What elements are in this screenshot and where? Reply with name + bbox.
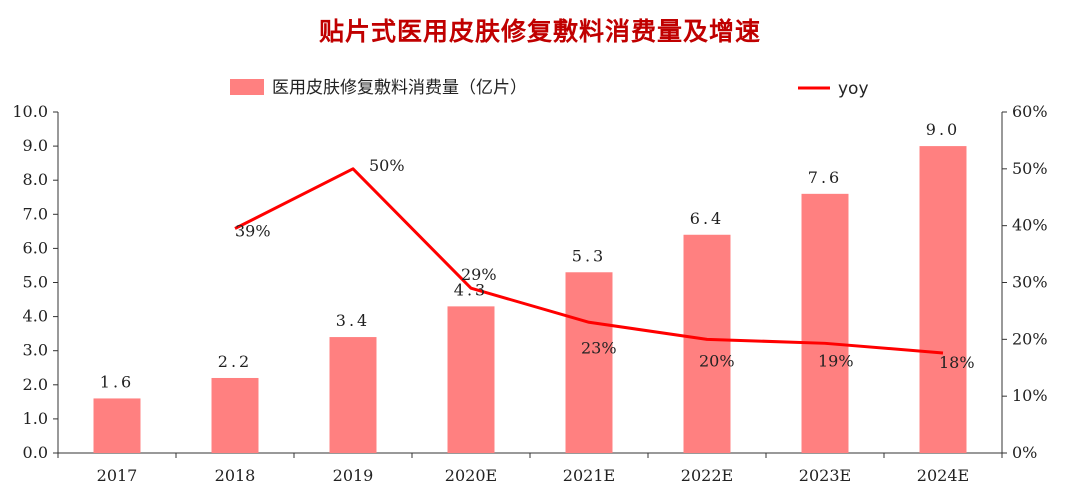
bar bbox=[919, 146, 967, 453]
y-right-tick-label: 20% bbox=[1012, 329, 1048, 348]
legend-bar-swatch bbox=[230, 79, 264, 95]
y-left-tick-label: 1.0 bbox=[23, 409, 48, 428]
x-tick-label: 2020E bbox=[445, 466, 497, 485]
chart-title: 贴片式医用皮肤修复敷料消费量及增速 bbox=[318, 17, 761, 46]
x-tick-label: 2017 bbox=[97, 466, 138, 485]
y-right-tick-label: 30% bbox=[1012, 273, 1048, 292]
y-right-tick-label: 60% bbox=[1012, 102, 1048, 121]
bar bbox=[329, 337, 377, 453]
yoy-value-label: 50% bbox=[369, 156, 405, 175]
bar-series bbox=[93, 146, 967, 453]
line-series bbox=[234, 167, 944, 355]
y-left-tick-label: 2.0 bbox=[23, 375, 48, 394]
x-tick-label: 2019 bbox=[333, 466, 374, 485]
bar bbox=[447, 306, 495, 453]
bar-value-label: 9.0 bbox=[926, 120, 960, 139]
yoy-line bbox=[234, 167, 944, 355]
bar bbox=[93, 398, 141, 453]
yoy-value-label: 23% bbox=[581, 338, 617, 357]
bar bbox=[565, 272, 613, 453]
y-right-tick-label: 40% bbox=[1012, 216, 1048, 235]
yoy-value-label: 19% bbox=[818, 351, 854, 370]
legend-bar-label: 医用皮肤修复敷料消费量（亿片） bbox=[272, 78, 527, 98]
x-tick-label: 2021E bbox=[563, 466, 615, 485]
bar bbox=[801, 193, 849, 453]
x-tick-label: 2023E bbox=[799, 466, 851, 485]
y-left-tick-label: 4.0 bbox=[23, 307, 48, 326]
x-tick-label: 2022E bbox=[681, 466, 733, 485]
x-tick-label: 2018 bbox=[215, 466, 256, 485]
y-left-tick-label: 5.0 bbox=[23, 273, 48, 292]
y-left-tick-label: 0.0 bbox=[23, 443, 48, 462]
axes: 0.0 1.0 2.0 3.0 4.0 5.0 6.0 7.0 8.0 9.0 10.0 0% 10% 2… bbox=[12, 102, 1047, 485]
y-left-tick-label: 8.0 bbox=[23, 170, 48, 189]
yoy-value-label: 20% bbox=[699, 351, 735, 370]
bar-value-label: 4.3 bbox=[454, 280, 488, 299]
yoy-value-label: 29% bbox=[461, 265, 497, 284]
bar-value-label: 1.6 bbox=[100, 372, 134, 391]
data-labels: 1.6 2.2 3.4 4.3 5.3 6.4 7.6 9.0 39% 50% 29% 23% 20% 1… bbox=[100, 120, 975, 391]
bar bbox=[211, 377, 259, 453]
y-left-tick-label: 3.0 bbox=[23, 341, 48, 360]
y-left-tick-label: 10.0 bbox=[12, 102, 48, 121]
legend-line-label: yoy bbox=[838, 79, 869, 99]
bar-value-label: 5.3 bbox=[572, 246, 606, 265]
legend: 医用皮肤修复敷料消费量（亿片） yoy bbox=[230, 78, 869, 99]
x-tick-label: 2024E bbox=[917, 466, 969, 485]
y-left-tick-label: 7.0 bbox=[23, 204, 48, 223]
y-right-tick-label: 0% bbox=[1012, 443, 1037, 462]
y-left-tick-label: 9.0 bbox=[23, 136, 48, 155]
y-left-tick-label: 6.0 bbox=[23, 238, 48, 257]
yoy-value-label: 39% bbox=[235, 222, 271, 241]
bar-value-label: 2.2 bbox=[218, 352, 252, 371]
yoy-value-label: 18% bbox=[939, 353, 975, 372]
bar-value-label: 7.6 bbox=[808, 168, 842, 187]
bar bbox=[683, 234, 731, 453]
y-right-tick-label: 50% bbox=[1012, 159, 1048, 178]
bar-value-label: 3.4 bbox=[336, 311, 370, 330]
bar-value-label: 6.4 bbox=[690, 209, 724, 228]
y-right-tick-label: 10% bbox=[1012, 386, 1048, 405]
